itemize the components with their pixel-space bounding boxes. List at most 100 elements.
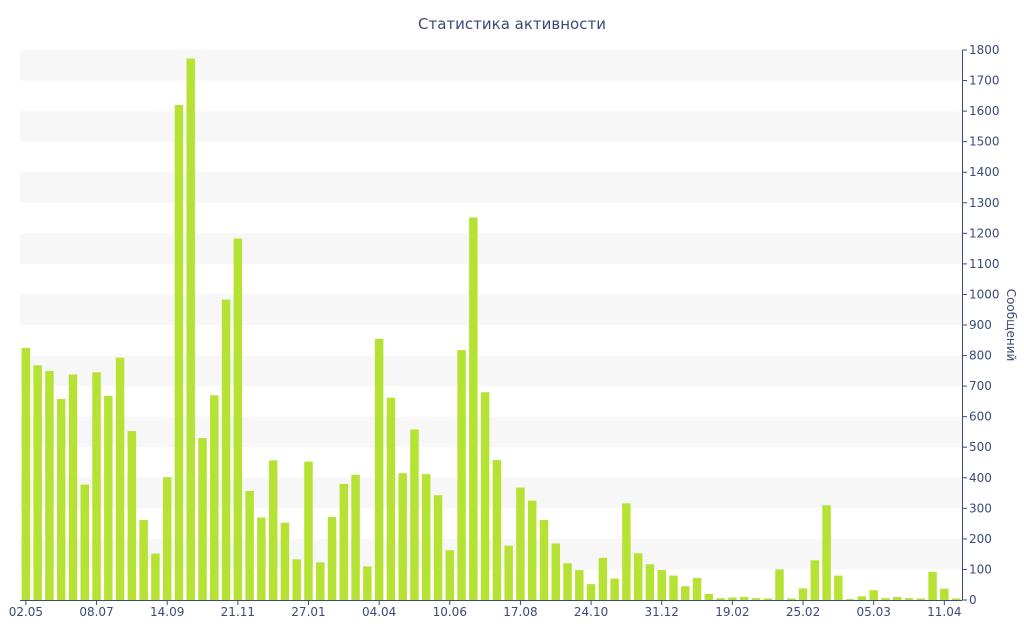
bar [245,490,254,600]
bar [480,392,490,600]
bar [421,474,431,600]
bar [492,460,502,600]
bar [327,516,337,600]
grid-band [20,111,962,142]
bar [575,570,584,600]
bar [739,596,749,600]
bar [92,372,101,600]
bar [351,474,360,600]
bar [280,522,290,600]
bar [951,598,961,600]
bar [292,559,301,600]
y-tick-label: 1300 [969,196,1000,210]
bar [115,357,125,600]
bar [374,338,384,600]
bar [892,596,902,600]
bar [33,365,42,600]
x-tick-label: 02.05 [9,605,43,619]
bar [104,395,113,600]
x-tick-label: 21.11 [221,605,255,619]
grid-band [20,416,962,448]
bar [598,557,608,600]
bar [657,570,666,600]
bar [869,590,878,600]
bar [775,569,784,600]
bar [445,550,455,600]
bar [162,477,172,600]
bar [268,460,278,600]
x-tick-label: 17.08 [503,605,537,619]
y-tick-label: 600 [969,410,992,424]
bar [904,598,914,600]
bar [834,575,843,600]
bar [504,545,513,600]
bar [751,598,761,600]
bar [681,586,690,600]
y-tick-label: 500 [969,440,992,454]
bar [433,495,443,600]
y-tick-label: 0 [969,593,977,607]
bar [257,517,266,600]
bar [363,566,372,600]
bar [457,350,466,600]
bar [928,571,937,600]
y-tick-label: 300 [969,501,992,515]
bar [221,299,231,600]
x-tick-label: 05.03 [857,605,891,619]
bar [845,599,855,600]
grid-band [20,294,962,325]
bar [80,484,90,600]
bar [728,597,737,600]
bar [210,395,219,600]
bar [633,553,643,600]
bar [304,461,313,600]
bar [539,519,549,600]
bar [669,575,678,600]
y-tick-label: 1100 [969,257,1000,271]
y-tick-label: 1500 [969,135,1000,149]
y-tick-label: 100 [969,562,992,576]
bar [940,588,949,600]
bar [186,58,195,601]
bar [763,598,772,600]
bar [68,374,78,600]
x-tick-label: 27.01 [291,605,325,619]
bar [622,503,631,600]
chart-title: Статистика активности [418,15,606,33]
bar [469,217,478,600]
bar [386,397,396,600]
y-axis-label-text: Сообщений [1004,288,1018,362]
bar [716,598,725,600]
bar [551,543,561,600]
y-tick-label: 1400 [969,165,1000,179]
y-tick-label: 1700 [969,74,1000,88]
x-tick-label: 31.12 [645,605,679,619]
grid-band [20,50,962,81]
y-tick-label: 1600 [969,104,1000,118]
bar [704,593,714,600]
bar [822,505,831,600]
x-tick-label: 24.10 [574,605,608,619]
y-tick-label: 800 [969,349,992,363]
bar [916,598,926,600]
grid-band [20,477,962,509]
bar [339,483,349,600]
bar [410,429,419,600]
y-tick-label: 900 [969,318,992,332]
bar [56,398,66,600]
y-tick-label: 1000 [969,287,1000,301]
bar [398,473,407,600]
bar [139,519,148,600]
y-axis-label: Сообщений [1003,280,1019,370]
bar [610,578,619,600]
bar [798,588,808,600]
bar [586,584,596,600]
bar [881,598,890,600]
grid-band [20,538,962,570]
x-tick-label: 10.06 [433,605,467,619]
bar [127,431,137,600]
bar [787,598,796,600]
bar [692,578,702,600]
bar [45,370,54,600]
